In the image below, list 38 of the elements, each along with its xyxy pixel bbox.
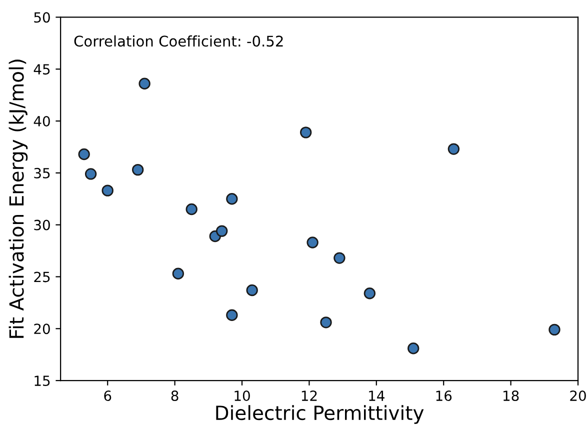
point xyxy=(548,324,560,336)
x-tick-label: 14 xyxy=(369,390,384,401)
point xyxy=(78,148,90,160)
y-tick-label: 35 xyxy=(34,168,50,178)
x-tick-label: 8 xyxy=(171,390,178,402)
y-tick-label: 50 xyxy=(34,12,50,23)
y-tick-label: 45 xyxy=(34,64,50,75)
point xyxy=(364,288,376,300)
point xyxy=(186,203,198,216)
y-tick-label: 15 xyxy=(34,376,50,386)
y-tick-label: 25 xyxy=(34,272,50,282)
point xyxy=(84,168,97,180)
point xyxy=(132,164,144,176)
y-tick-label: 40 xyxy=(34,116,50,126)
point xyxy=(226,309,238,321)
point xyxy=(306,236,318,248)
point xyxy=(226,193,238,205)
point xyxy=(408,342,420,354)
y-tick-label: 20 xyxy=(34,324,50,334)
x-tick-label: 18 xyxy=(503,390,519,402)
x-tick-label: 12 xyxy=(302,390,317,401)
x-tick-label: 20 xyxy=(570,390,586,402)
point xyxy=(172,268,184,280)
point xyxy=(300,126,312,138)
point xyxy=(246,284,258,296)
annotation: Correlation Coefficient: -0.52 xyxy=(74,35,283,47)
point xyxy=(102,184,114,196)
x-tick-label: 10 xyxy=(234,390,250,402)
point xyxy=(448,143,460,155)
point xyxy=(138,78,150,90)
point xyxy=(334,252,346,264)
x-axis-title: Dielectric Permittivity xyxy=(216,405,424,424)
x-tick-label: 16 xyxy=(436,390,452,402)
x-tick-label: 6 xyxy=(104,390,112,402)
point xyxy=(320,316,332,328)
y-tick-label: 30 xyxy=(34,220,50,230)
point xyxy=(216,225,228,237)
y-axis-title: Fit Activation Energy (kJ/mol) xyxy=(8,60,28,338)
